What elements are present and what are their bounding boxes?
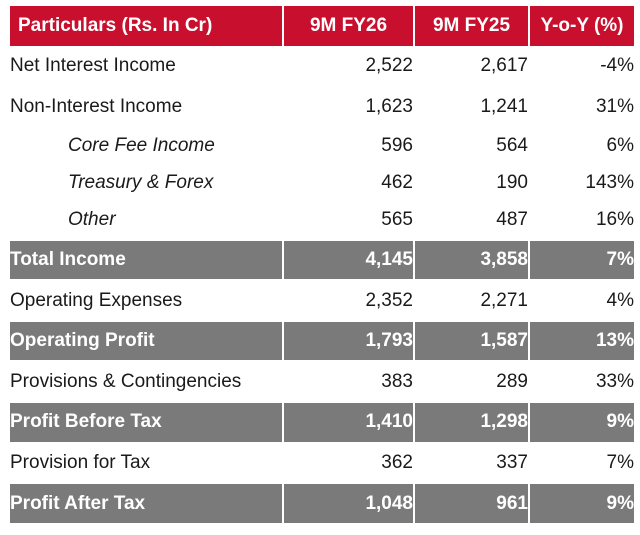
- table-row-provisions-contingencies: Provisions & Contingencies 383 289 33%: [10, 361, 634, 403]
- table-row-treasury-forex: Treasury & Forex 462 190 143%: [10, 164, 634, 203]
- value-9m-fy25: 289: [414, 361, 530, 403]
- table-header: Particulars (Rs. In Cr) 9M FY26 9M FY25 …: [10, 6, 634, 46]
- value-yoy: 9%: [606, 411, 634, 433]
- row-label: Treasury & Forex: [10, 164, 284, 203]
- value-9m-fy26: 565: [283, 202, 415, 240]
- value-9m-fy26: 4,145: [283, 239, 415, 281]
- row-label: Profit After Tax: [10, 483, 284, 524]
- value-9m-fy25: 2,271: [414, 280, 530, 321]
- value-yoy: 7%: [606, 248, 634, 270]
- value-9m-fy26: 2,522: [283, 46, 415, 87]
- value-9m-fy25: 3,858: [414, 239, 530, 281]
- table-row-non-interest-income: Non-Interest Income 1,623 1,241 31%: [10, 86, 634, 128]
- value-yoy: 6%: [606, 134, 634, 156]
- header-9m-fy26: 9M FY26: [283, 6, 415, 46]
- row-label: Total Income: [10, 239, 284, 281]
- value-9m-fy26: 1,410: [283, 402, 415, 443]
- value-9m-fy26: 462: [283, 164, 415, 203]
- value-yoy: 13%: [595, 330, 634, 352]
- financial-results-table: Particulars (Rs. In Cr) 9M FY26 9M FY25 …: [10, 6, 634, 525]
- header-particulars: Particulars (Rs. In Cr): [10, 6, 284, 46]
- value-yoy: 7%: [606, 451, 634, 473]
- value-9m-fy26: 1,048: [283, 483, 415, 524]
- value-9m-fy26: 596: [283, 127, 415, 165]
- value-9m-fy25: 487: [414, 202, 530, 240]
- value-9m-fy26: 362: [283, 442, 415, 484]
- table-row-other: Other 565 487 16%: [10, 202, 634, 240]
- table-body: Net Interest Income 2,522 2,617 -4% Non-…: [10, 46, 634, 524]
- value-9m-fy26: 1,623: [283, 86, 415, 128]
- table-row-operating-expenses: Operating Expenses 2,352 2,271 4%: [10, 280, 634, 321]
- value-yoy: 9%: [606, 492, 634, 514]
- row-label: Operating Expenses: [10, 280, 284, 321]
- table-row-total-income: Total Income 4,145 3,858 7%: [10, 239, 634, 281]
- value-9m-fy26: 383: [283, 361, 415, 403]
- row-label: Non-Interest Income: [10, 86, 284, 128]
- value-9m-fy25: 1,298: [414, 402, 530, 443]
- value-9m-fy25: 337: [414, 442, 530, 484]
- value-9m-fy25: 961: [414, 483, 530, 524]
- row-label: Net Interest Income: [10, 46, 284, 87]
- value-yoy: -4%: [600, 55, 634, 77]
- row-label: Core Fee Income: [10, 127, 284, 165]
- row-label: Profit Before Tax: [10, 402, 284, 443]
- table-row-profit-before-tax: Profit Before Tax 1,410 1,298 9%: [10, 402, 634, 443]
- table-row-provision-for-tax: Provision for Tax 362 337 7%: [10, 442, 634, 484]
- header-yoy: Y-o-Y (%): [540, 15, 624, 36]
- value-9m-fy25: 1,587: [414, 320, 530, 362]
- value-yoy: 16%: [595, 209, 634, 231]
- table-row-net-interest-income: Net Interest Income 2,522 2,617 -4%: [10, 46, 634, 87]
- value-9m-fy25: 190: [414, 164, 530, 203]
- row-label: Other: [10, 202, 284, 240]
- header-9m-fy25: 9M FY25: [414, 6, 530, 46]
- value-yoy: 31%: [595, 95, 634, 117]
- table-row-core-fee-income: Core Fee Income 596 564 6%: [10, 127, 634, 165]
- value-yoy: 33%: [595, 370, 634, 392]
- header-row: Particulars (Rs. In Cr) 9M FY26 9M FY25 …: [10, 6, 634, 46]
- value-9m-fy25: 2,617: [414, 46, 530, 87]
- row-label: Provisions & Contingencies: [10, 361, 284, 403]
- row-label: Provision for Tax: [10, 442, 284, 484]
- row-label: Operating Profit: [10, 320, 284, 362]
- value-9m-fy25: 1,241: [414, 86, 530, 128]
- value-yoy: 4%: [606, 289, 634, 311]
- value-9m-fy26: 2,352: [283, 280, 415, 321]
- table-row-profit-after-tax: Profit After Tax 1,048 961 9%: [10, 483, 634, 524]
- value-yoy: 143%: [585, 172, 634, 194]
- value-9m-fy26: 1,793: [283, 320, 415, 362]
- table-row-operating-profit: Operating Profit 1,793 1,587 13%: [10, 320, 634, 362]
- value-9m-fy25: 564: [414, 127, 530, 165]
